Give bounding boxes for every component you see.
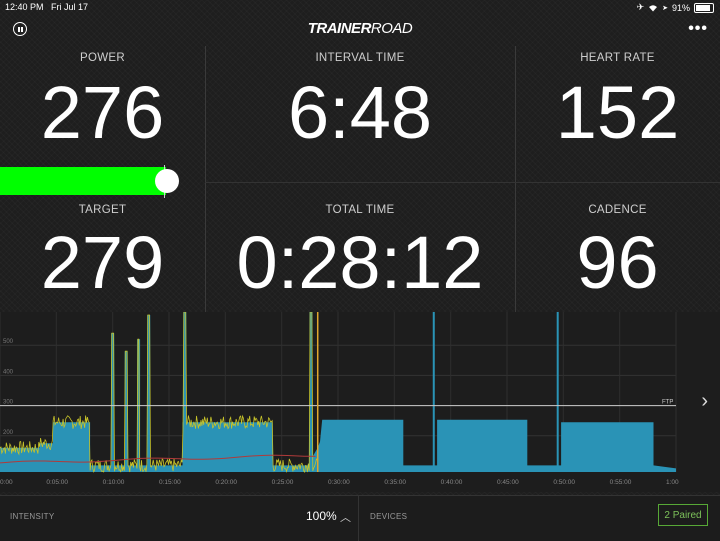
- x-tick-label: 0:20:00: [215, 479, 237, 486]
- power-bar: [0, 167, 166, 195]
- divider: [515, 46, 516, 312]
- location-icon: ➤: [662, 4, 668, 12]
- status-bar: 12:40 PM Fri Jul 17 ✈ ➤ 91%: [0, 0, 720, 14]
- sprint-bar: [556, 312, 559, 472]
- y-tick-label: 300: [3, 400, 14, 406]
- header: TRAINERROAD •••: [0, 14, 720, 46]
- x-tick-label: 0:25:00: [272, 479, 294, 486]
- power-line: [0, 312, 318, 474]
- sprint-bar: [147, 315, 151, 472]
- x-tick-label: 0:45:00: [497, 479, 519, 486]
- intensity-value[interactable]: 100%: [306, 509, 337, 523]
- battery-percent: 91%: [671, 2, 690, 13]
- app-logo: TRAINERROAD: [307, 20, 413, 37]
- ftp-label: FTP: [662, 400, 673, 406]
- y-tick-label: 200: [3, 430, 14, 436]
- interval-time-label: INTERVAL TIME: [315, 52, 405, 64]
- pause-icon[interactable]: [13, 22, 27, 36]
- target-tile: TARGET 279: [0, 204, 205, 300]
- sprint-bar: [309, 312, 313, 472]
- x-tick-label: 0:35:00: [384, 479, 406, 486]
- wifi-icon: [649, 4, 658, 11]
- x-tick-label: 1:00: [666, 479, 679, 486]
- sprint-bar: [124, 351, 128, 472]
- airplane-icon: ✈: [636, 2, 645, 12]
- status-time: 12:40 PM Fri Jul 17: [5, 2, 89, 12]
- battery-icon: [694, 2, 714, 13]
- cadence-value: 96: [576, 221, 659, 304]
- heart-rate-label: HEART RATE: [580, 52, 655, 64]
- total-time-tile: TOTAL TIME 0:28:12: [205, 204, 515, 300]
- x-tick-label: 0:40:00: [441, 479, 463, 486]
- target-label: TARGET: [78, 204, 127, 216]
- heart-rate-value: 152: [555, 71, 680, 154]
- cadence-label: CADENCE: [588, 204, 647, 216]
- y-tick-label: 400: [3, 369, 14, 375]
- target-value: 279: [40, 221, 165, 304]
- workout-chart: 200 300 400 500 0:00 0:05:00 0:10:00 0:15:00 0:2…: [0, 312, 720, 492]
- heart-rate-tile: HEART RATE 152: [515, 52, 720, 150]
- total-time-value: 0:28:12: [236, 221, 484, 304]
- sprint-bar: [432, 312, 435, 472]
- footer: INTENSITY 100% ︿ DEVICES 2 Paired: [0, 495, 720, 541]
- intensity-label: INTENSITY: [10, 512, 55, 521]
- paired-devices-button[interactable]: 2 Paired: [658, 504, 708, 526]
- power-tile: POWER 276: [0, 52, 205, 150]
- sprint-bar: [183, 312, 187, 472]
- chevron-up-icon[interactable]: ︿: [340, 512, 351, 524]
- y-tick-label: 500: [3, 339, 14, 345]
- divider: [205, 182, 720, 183]
- workout-profile: [0, 419, 676, 472]
- devices-label: DEVICES: [370, 512, 408, 521]
- power-knob: [155, 169, 179, 193]
- divider: [358, 496, 359, 541]
- sprint-bar: [111, 333, 115, 472]
- x-tick-label: 0:30:00: [328, 479, 350, 486]
- interval-time-tile: INTERVAL TIME 6:48: [205, 52, 515, 150]
- x-tick-label: 0:10:00: [103, 479, 125, 486]
- x-tick-label: 0:05:00: [46, 479, 68, 486]
- status-right: ✈ ➤ 91%: [637, 2, 714, 13]
- divider: [205, 46, 206, 312]
- more-icon[interactable]: •••: [688, 20, 708, 37]
- x-tick-label: 0:55:00: [610, 479, 632, 486]
- x-tick-label: 0:50:00: [553, 479, 575, 486]
- total-time-label: TOTAL TIME: [325, 204, 395, 216]
- cadence-tile: CADENCE 96: [515, 204, 720, 300]
- heart-rate-line: [0, 454, 316, 464]
- interval-time-value: 6:48: [287, 71, 433, 154]
- x-tick-label: 0:00: [0, 479, 13, 486]
- x-tick-label: 0:15:00: [159, 479, 181, 486]
- chevron-right-icon[interactable]: ›: [701, 390, 708, 412]
- power-label: POWER: [80, 52, 125, 64]
- power-value: 276: [40, 71, 165, 154]
